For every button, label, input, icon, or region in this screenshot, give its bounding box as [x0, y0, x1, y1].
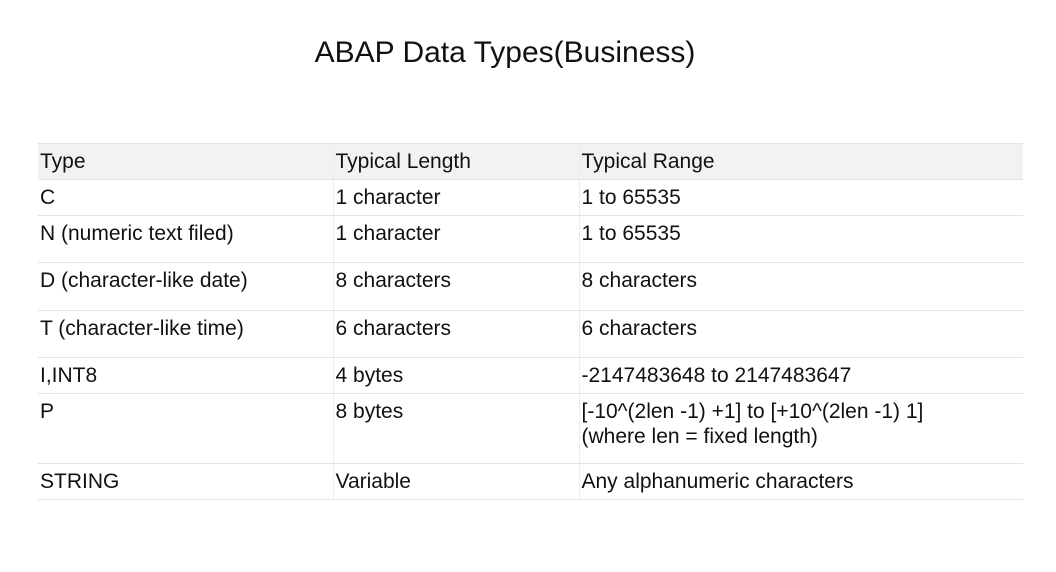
range-line: 6 characters — [581, 317, 698, 340]
range-line: 1 to 65535 — [581, 222, 681, 245]
cell-range: -2147483648 to 2147483647 — [578, 357, 1023, 394]
range-line: 8 characters — [581, 269, 698, 292]
header-range: Typical Range — [578, 143, 1023, 180]
range-line: 1 to 65535 — [581, 186, 681, 209]
slide-title: ABAP Data Types(Business) — [314, 36, 696, 69]
cell-type: D (character-like date) — [38, 262, 333, 311]
cell-type: C — [38, 179, 333, 216]
range-line: Any alphanumeric characters — [581, 470, 854, 493]
cell-type: N (numeric text filed) — [38, 215, 333, 263]
cell-length: 4 bytes — [332, 357, 579, 394]
table-row: I,INT8 4 bytes -2147483648 to 2147483647 — [38, 357, 1023, 394]
cell-range: Any alphanumeric characters — [578, 463, 1023, 500]
cell-range: 6 characters — [578, 310, 1023, 358]
cell-range: 8 characters — [578, 262, 1023, 311]
cell-type: P — [38, 393, 333, 464]
cell-length: 1 character — [332, 179, 579, 216]
table-row: N (numeric text filed) 1 character 1 to 65… — [38, 215, 1023, 263]
table-row: D (character-like date) 8 characters 8 cha… — [38, 262, 1023, 311]
cell-type: I,INT8 — [38, 357, 333, 394]
cell-range: 1 to 65535 — [578, 179, 1023, 216]
cell-type: STRING — [38, 463, 333, 500]
cell-length: Variable — [332, 463, 579, 500]
cell-range: 1 to 65535 — [578, 215, 1023, 263]
header-type: Type — [38, 143, 333, 180]
cell-range: [-10^(2len -1) +1] to [+10^(2len -1) 1](… — [578, 393, 1023, 464]
cell-length: 6 characters — [332, 310, 579, 358]
table-header-row: Type Typical Length Typical Range — [38, 143, 1023, 180]
table-row: T (character-like time) 6 characters 6 cha… — [38, 310, 1023, 358]
cell-length: 8 bytes — [332, 393, 579, 464]
cell-length: 8 characters — [332, 262, 579, 311]
cell-length: 1 character — [332, 215, 579, 263]
header-length: Typical Length — [332, 143, 579, 180]
range-line: -2147483648 to 2147483647 — [581, 364, 852, 387]
range-line: [-10^(2len -1) +1] to [+10^(2len -1) 1] — [581, 400, 924, 423]
cell-type: T (character-like time) — [38, 310, 333, 358]
range-line: (where len = fixed length) — [581, 425, 818, 448]
table-row: STRING Variable Any alphanumeric character… — [38, 463, 1023, 500]
